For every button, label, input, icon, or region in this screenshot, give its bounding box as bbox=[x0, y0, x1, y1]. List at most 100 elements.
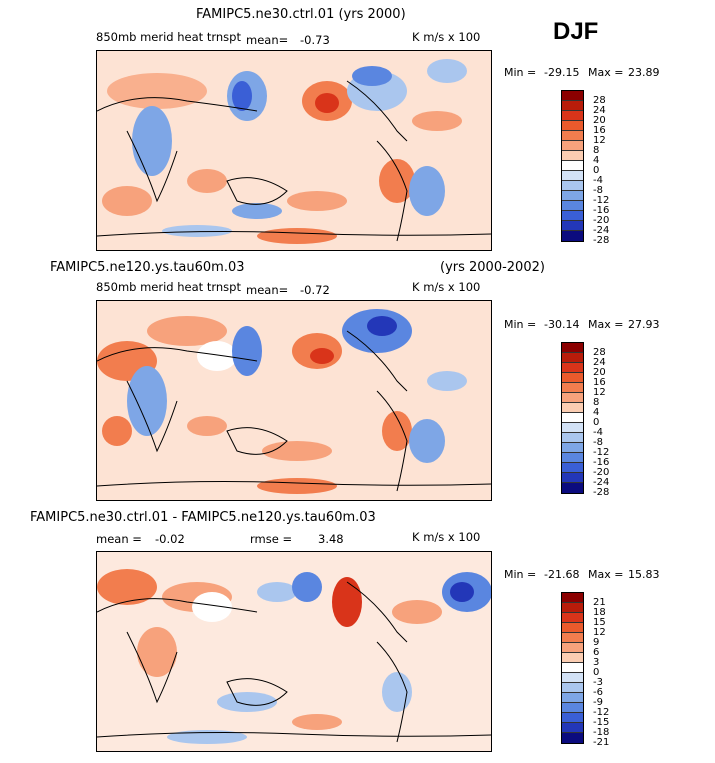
panel3-field-svg bbox=[97, 552, 491, 751]
colorbar-swatch bbox=[562, 121, 583, 131]
colorbar-swatch bbox=[562, 473, 583, 483]
colorbar-swatch bbox=[562, 171, 583, 181]
colorbar-swatch bbox=[562, 363, 583, 373]
colorbar-tick-label: 28 bbox=[593, 95, 606, 106]
panel1-map bbox=[96, 50, 492, 251]
colorbar-swatch bbox=[562, 231, 583, 241]
colorbar-tick-label: 4 bbox=[593, 407, 600, 418]
colorbar-swatch bbox=[562, 111, 583, 121]
colorbar-swatch bbox=[562, 373, 583, 383]
panel3-colorbar bbox=[561, 592, 584, 744]
colorbar-swatch bbox=[562, 343, 583, 353]
colorbar-swatch bbox=[562, 603, 583, 613]
panel2-map bbox=[96, 300, 492, 501]
panel3-max-label: Max = bbox=[588, 568, 624, 581]
colorbar-swatch bbox=[562, 151, 583, 161]
colorbar-swatch bbox=[562, 693, 583, 703]
panel2-min-label: Min = bbox=[504, 318, 537, 331]
colorbar-swatch bbox=[562, 433, 583, 443]
colorbar-tick-label: 0 bbox=[593, 165, 600, 176]
colorbar-tick-label: 12 bbox=[593, 627, 606, 638]
colorbar-tick-label: 21 bbox=[593, 597, 606, 608]
colorbar-swatch bbox=[562, 623, 583, 633]
colorbar-tick-label: 28 bbox=[593, 347, 606, 358]
panel2-colorbar-labels: 28 24 20 16 12 8 4 0 -4 -8 -12 -16 -20 -24 -28 bbox=[593, 348, 609, 498]
colorbar-swatch bbox=[562, 733, 583, 743]
colorbar-swatch bbox=[562, 703, 583, 713]
panel1-max-label: Max = bbox=[588, 66, 624, 79]
colorbar-tick-label: 9 bbox=[593, 637, 600, 648]
colorbar-tick-label: -4 bbox=[593, 427, 603, 438]
colorbar-tick-label: -16 bbox=[593, 457, 610, 468]
panel3-mean-label: mean = bbox=[96, 532, 142, 546]
panel2-min-value: -30.14 bbox=[544, 318, 580, 331]
panel2-colorbar bbox=[561, 342, 584, 494]
colorbar-tick-label: -3 bbox=[593, 677, 603, 688]
colorbar-tick-label: -8 bbox=[593, 185, 603, 196]
panel2-variable: 850mb merid heat trnspt bbox=[96, 280, 241, 294]
colorbar-swatch bbox=[562, 593, 583, 603]
colorbar-swatch bbox=[562, 161, 583, 171]
colorbar-tick-label: 12 bbox=[593, 387, 606, 398]
panel1-variable: 850mb merid heat trnspt bbox=[96, 30, 241, 44]
colorbar-swatch bbox=[562, 403, 583, 413]
colorbar-tick-label: 18 bbox=[593, 607, 606, 618]
panel1-max-value: 23.89 bbox=[628, 66, 660, 79]
colorbar-tick-label: 16 bbox=[593, 377, 606, 388]
colorbar-swatch bbox=[562, 483, 583, 493]
panel2-mean-value: -0.72 bbox=[300, 283, 330, 297]
colorbar-swatch bbox=[562, 423, 583, 433]
panel2-mean-label: mean= bbox=[246, 283, 289, 297]
panel3-rmse-label: rmse = bbox=[250, 532, 293, 546]
colorbar-swatch bbox=[562, 181, 583, 191]
colorbar-swatch bbox=[562, 393, 583, 403]
colorbar-tick-label: -21 bbox=[593, 737, 610, 748]
panel2-max-value: 27.93 bbox=[628, 318, 660, 331]
colorbar-swatch bbox=[562, 201, 583, 211]
colorbar-tick-label: 20 bbox=[593, 367, 606, 378]
colorbar-swatch bbox=[562, 443, 583, 453]
season-label: DJF bbox=[553, 18, 599, 45]
colorbar-tick-label: 24 bbox=[593, 357, 606, 368]
colorbar-swatch bbox=[562, 383, 583, 393]
panel1-mean-value: -0.73 bbox=[300, 33, 330, 47]
panel1-colorbar bbox=[561, 90, 584, 242]
colorbar-swatch bbox=[562, 101, 583, 111]
colorbar-tick-label: -9 bbox=[593, 697, 603, 708]
colorbar-swatch bbox=[562, 463, 583, 473]
panel1-title: FAMIPC5.ne30.ctrl.01 (yrs 2000) bbox=[196, 7, 406, 22]
colorbar-tick-label: 0 bbox=[593, 667, 600, 678]
colorbar-swatch bbox=[562, 131, 583, 141]
colorbar-tick-label: -18 bbox=[593, 727, 610, 738]
panel2-units: K m/s x 100 bbox=[412, 280, 481, 294]
colorbar-tick-label: -16 bbox=[593, 205, 610, 216]
colorbar-tick-label: 6 bbox=[593, 647, 600, 658]
colorbar-tick-label: -4 bbox=[593, 175, 603, 186]
colorbar-swatch bbox=[562, 683, 583, 693]
colorbar-tick-label: 16 bbox=[593, 125, 606, 136]
panel3-colorbar-labels: 21 18 15 12 9 6 3 0 -3 -6 -9 -12 -15 -18 -21 bbox=[593, 598, 609, 748]
panel3-min-label: Min = bbox=[504, 568, 537, 581]
colorbar-swatch bbox=[562, 221, 583, 231]
colorbar-tick-label: 4 bbox=[593, 155, 600, 166]
colorbar-swatch bbox=[562, 653, 583, 663]
panel2-title: FAMIPC5.ne120.ys.tau60m.03 bbox=[50, 260, 245, 275]
colorbar-tick-label: 0 bbox=[593, 417, 600, 428]
panel3-map bbox=[96, 551, 492, 752]
colorbar-tick-label: -12 bbox=[593, 707, 610, 718]
panel1-colorbar-labels: 28 24 20 16 12 8 4 0 -4 -8 -12 -16 -20 -24 -28 bbox=[593, 96, 609, 246]
panel1-mean-label: mean= bbox=[246, 33, 289, 47]
colorbar-tick-label: -15 bbox=[593, 717, 610, 728]
colorbar-tick-label: -20 bbox=[593, 467, 610, 478]
colorbar-swatch bbox=[562, 453, 583, 463]
panel3-min-value: -21.68 bbox=[544, 568, 580, 581]
colorbar-swatch bbox=[562, 613, 583, 623]
colorbar-tick-label: 8 bbox=[593, 397, 600, 408]
panel1-units: K m/s x 100 bbox=[412, 30, 481, 44]
colorbar-tick-label: 15 bbox=[593, 617, 606, 628]
colorbar-tick-label: 20 bbox=[593, 115, 606, 126]
panel1-min-value: -29.15 bbox=[544, 66, 580, 79]
colorbar-tick-label: -12 bbox=[593, 195, 610, 206]
colorbar-tick-label: 3 bbox=[593, 657, 600, 668]
colorbar-swatch bbox=[562, 353, 583, 363]
